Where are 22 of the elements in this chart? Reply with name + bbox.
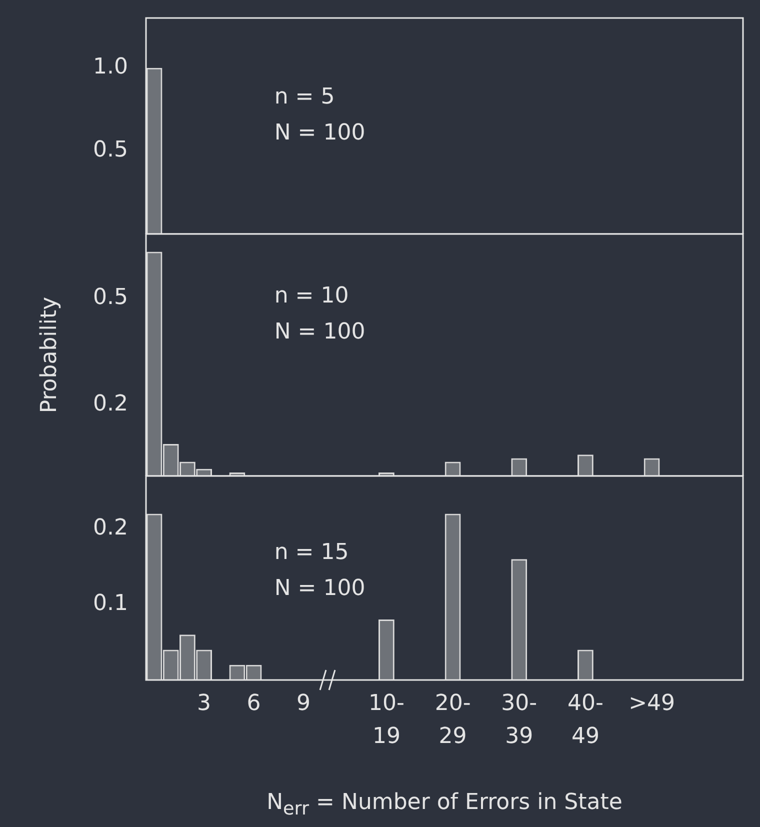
y-tick-label: 0.2 xyxy=(93,392,128,417)
y-tick-label: 1.0 xyxy=(93,54,128,80)
x-axis-title: N$_{err}$ = Number of Errors in State xyxy=(266,790,624,820)
x-tick-label: 9 xyxy=(296,691,311,716)
annotation: N = 100 xyxy=(274,120,366,146)
y-tick-label: 0.5 xyxy=(93,284,128,310)
x-tick-label: 10-19 xyxy=(368,691,404,750)
x-tick-label: 40-49 xyxy=(567,691,604,750)
x-tick-label: >49 xyxy=(628,691,676,716)
y-axis-title: Probability xyxy=(36,296,62,414)
y-tick-label: 0.5 xyxy=(93,138,128,163)
y-tick-label: 0.1 xyxy=(93,591,128,616)
annotation: N = 100 xyxy=(274,576,366,602)
annotation: N = 100 xyxy=(274,320,366,345)
x-tick-label: 30-39 xyxy=(501,691,538,750)
x-tick-label: 3 xyxy=(197,691,212,716)
annotation: n = 10 xyxy=(274,284,349,309)
annotation: n = 5 xyxy=(274,84,335,110)
x-tick-label: 6 xyxy=(246,691,261,716)
x-tick-label: 20-29 xyxy=(434,691,471,750)
annotation: n = 15 xyxy=(274,540,349,566)
y-tick-label: 0.2 xyxy=(93,516,128,541)
